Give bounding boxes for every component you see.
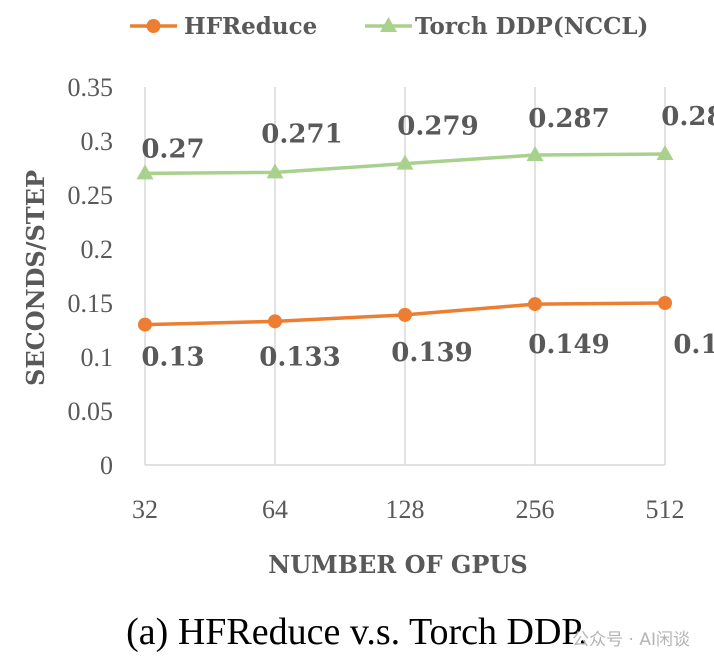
data-label: 0.139 xyxy=(391,338,472,368)
data-point xyxy=(268,314,282,329)
series-lines xyxy=(136,144,674,332)
x-tick-label: 64 xyxy=(262,495,288,524)
data-label: 0.288 xyxy=(661,102,714,132)
data-point xyxy=(526,146,544,162)
data-labels: 0.13 0.133 0.139 0.149 0.15 0.27 0.271 0.279 0.2… xyxy=(141,102,714,373)
x-tick-label: 256 xyxy=(516,495,555,524)
y-tick-label: 0.1 xyxy=(81,343,114,372)
legend-marker xyxy=(146,19,161,33)
line-chart: 0 0.05 0.1 0.15 0.2 0.25 0.3 0.35 32 64 128 256 512… xyxy=(21,13,714,579)
data-label: 0.271 xyxy=(261,119,342,149)
y-tick-label: 0.35 xyxy=(68,73,114,102)
data-label: 0.149 xyxy=(528,330,609,360)
data-label: 0.13 xyxy=(141,343,204,373)
data-point xyxy=(266,163,284,179)
data-label: 0.15 xyxy=(673,330,714,360)
y-tick-label: 0.05 xyxy=(68,397,114,426)
y-tick-label: 0 xyxy=(100,451,113,480)
y-tick-label: 0.2 xyxy=(81,235,114,264)
y-axis-ticks: 0 0.05 0.1 0.15 0.2 0.25 0.3 0.35 xyxy=(68,73,114,480)
data-label: 0.279 xyxy=(397,112,478,142)
legend-label: Torch DDP(NCCL) xyxy=(415,13,648,40)
y-tick-label: 0.15 xyxy=(68,289,114,318)
data-point xyxy=(656,144,674,160)
data-point xyxy=(528,297,542,312)
figure-caption: (a) HFReduce v.s. Torch DDP. xyxy=(126,611,588,653)
gridlines xyxy=(144,87,666,466)
x-tick-label: 128 xyxy=(386,495,425,524)
data-point xyxy=(138,317,152,332)
data-label: 0.27 xyxy=(141,134,204,164)
x-tick-label: 32 xyxy=(132,495,158,524)
x-tick-label: 512 xyxy=(646,495,685,524)
data-point xyxy=(136,164,154,180)
y-tick-label: 0.25 xyxy=(68,181,114,210)
x-axis-title: NUMBER OF GPUS xyxy=(268,550,527,579)
watermark: 公众号 · AI闲谈 xyxy=(572,630,690,650)
y-axis-title: SECONDS/STEP xyxy=(21,170,50,386)
x-axis-ticks: 32 64 128 256 512 xyxy=(132,495,685,524)
data-point xyxy=(396,154,414,170)
y-tick-label: 0.3 xyxy=(81,127,114,156)
data-label: 0.133 xyxy=(259,342,340,372)
data-point xyxy=(658,296,672,310)
data-point xyxy=(398,307,412,322)
legend-label: HFReduce xyxy=(184,13,317,40)
legend-marker xyxy=(380,17,397,32)
data-label: 0.287 xyxy=(528,104,609,134)
legend: HFReduce Torch DDP(NCCL) xyxy=(130,13,648,40)
